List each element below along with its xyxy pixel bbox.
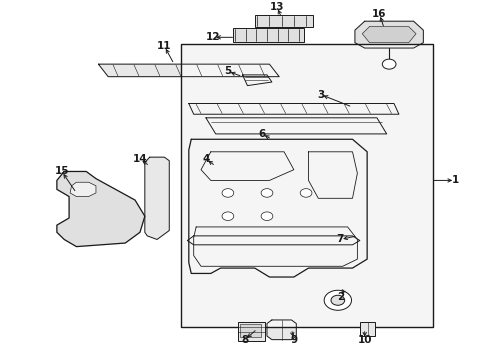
- Polygon shape: [201, 152, 294, 180]
- Polygon shape: [145, 157, 169, 239]
- Polygon shape: [189, 139, 367, 277]
- Polygon shape: [57, 171, 145, 247]
- Circle shape: [300, 189, 312, 197]
- Text: 16: 16: [372, 9, 387, 19]
- Polygon shape: [362, 27, 416, 43]
- Text: 15: 15: [54, 166, 69, 176]
- Text: 3: 3: [317, 90, 324, 100]
- Text: 10: 10: [358, 335, 372, 345]
- Text: 9: 9: [290, 335, 297, 345]
- Text: 7: 7: [337, 234, 344, 244]
- Text: 2: 2: [337, 292, 344, 302]
- Bar: [238, 322, 265, 341]
- Text: 8: 8: [242, 335, 248, 345]
- Polygon shape: [70, 182, 96, 197]
- Bar: [181, 45, 433, 327]
- Text: 14: 14: [133, 154, 147, 164]
- Polygon shape: [267, 320, 296, 339]
- Polygon shape: [194, 227, 357, 266]
- Polygon shape: [98, 64, 279, 77]
- Text: 4: 4: [202, 154, 210, 164]
- Circle shape: [222, 212, 234, 220]
- Polygon shape: [243, 75, 272, 86]
- Circle shape: [261, 212, 273, 220]
- Text: 6: 6: [259, 129, 266, 139]
- Text: 11: 11: [157, 41, 171, 51]
- Circle shape: [222, 189, 234, 197]
- Text: 1: 1: [451, 175, 459, 185]
- Polygon shape: [309, 152, 357, 198]
- Text: 13: 13: [270, 2, 284, 12]
- Circle shape: [331, 295, 344, 305]
- Bar: [255, 15, 314, 27]
- Bar: [240, 324, 261, 337]
- Polygon shape: [206, 118, 387, 134]
- Bar: [233, 28, 304, 42]
- Text: 5: 5: [224, 66, 231, 76]
- Text: 12: 12: [206, 32, 220, 42]
- Polygon shape: [187, 236, 360, 245]
- Circle shape: [324, 290, 351, 310]
- Circle shape: [261, 189, 273, 197]
- Polygon shape: [189, 104, 399, 114]
- Polygon shape: [355, 21, 423, 48]
- Circle shape: [382, 59, 396, 69]
- Bar: [360, 322, 375, 336]
